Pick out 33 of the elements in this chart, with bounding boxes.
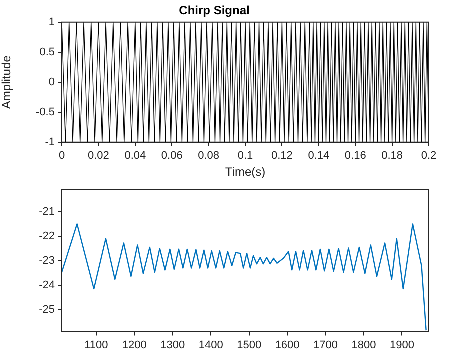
chart-title: Chirp Signal	[179, 4, 250, 18]
x-tick-label: 1600	[275, 339, 300, 352]
x-tick-label: 1800	[352, 339, 376, 352]
x-tick-label: 1700	[314, 339, 338, 352]
x-tick-label: 1900	[390, 339, 414, 352]
x-tick-label: 1500	[237, 339, 262, 352]
y-tick-label: -1	[45, 136, 55, 148]
x-tick-label: 0.04	[124, 150, 146, 162]
y-tick-label: 0	[48, 76, 55, 88]
x-tick-label: 0	[58, 150, 66, 162]
y-tick-label: -21	[39, 206, 55, 218]
y-tick-label: -24	[39, 279, 55, 292]
x-tick-label: 0.1	[238, 150, 254, 162]
x-tick-label: 1400	[198, 339, 224, 352]
x-tick-label: 0.12	[271, 150, 293, 162]
x-tick-label: 1100	[84, 339, 108, 352]
y-tick-label: 1	[48, 16, 55, 28]
y-tick-label: -0.5	[36, 106, 55, 118]
x-axis-title: Time(s)	[225, 165, 266, 180]
x-tick-label: 1300	[160, 339, 186, 352]
y-tick-label: -25	[39, 304, 55, 316]
x-tick-label: 0.02	[88, 150, 110, 162]
y-tick-label: 0.5	[40, 46, 55, 58]
x-tick-label: 0.2	[421, 150, 437, 162]
x-tick-label: 1200	[122, 339, 147, 352]
y-tick-label: -22	[39, 230, 55, 242]
x-tick-label: 0.18	[382, 150, 404, 162]
x-tick-label: 0.08	[198, 150, 220, 162]
y-tick-label: -23	[39, 254, 55, 267]
x-tick-label: 0.06	[161, 150, 183, 162]
y-axis-title: Amplitude	[0, 55, 14, 110]
x-tick-label: 0.14	[308, 150, 330, 162]
x-tick-label: 0.16	[344, 150, 366, 162]
